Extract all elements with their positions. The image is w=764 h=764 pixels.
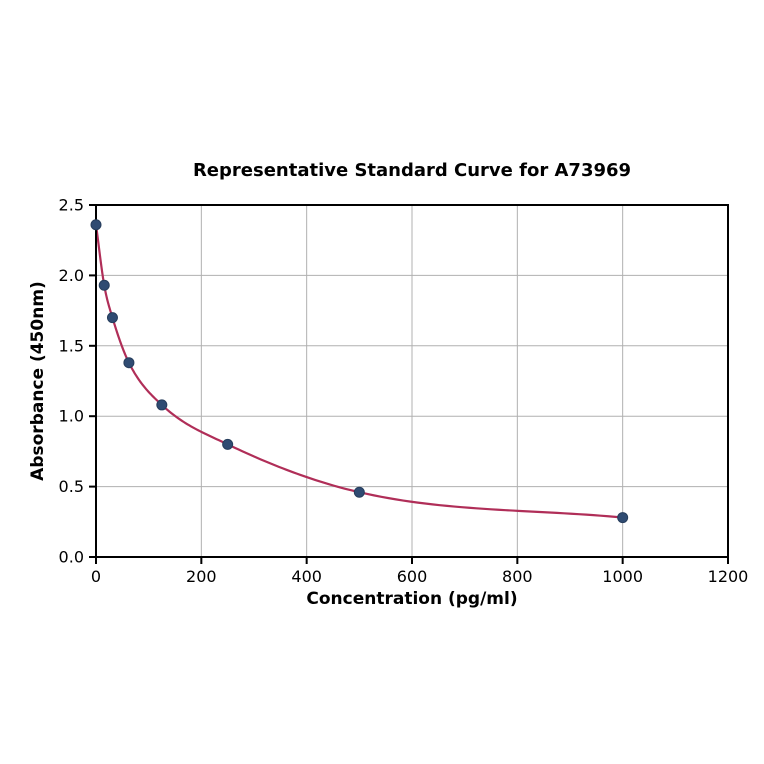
x-tick-label: 1000	[602, 567, 643, 586]
y-tick-label: 0.5	[59, 477, 84, 496]
y-tick-label: 2.0	[59, 266, 84, 285]
x-tick-label: 0	[91, 567, 101, 586]
data-point	[353, 486, 365, 498]
y-tick-label: 1.5	[59, 336, 84, 355]
data-point	[106, 312, 118, 324]
data-point	[617, 512, 629, 524]
data-point	[222, 438, 234, 450]
y-tick-label: 1.0	[59, 407, 84, 426]
x-tick-label: 200	[186, 567, 217, 586]
data-point	[156, 399, 168, 411]
y-axis-label: Absorbance (450nm)	[28, 281, 48, 481]
y-tick-label: 2.5	[59, 196, 84, 215]
x-tick-label: 400	[291, 567, 322, 586]
x-tick-label: 1200	[708, 567, 749, 586]
data-point	[98, 279, 110, 291]
data-point	[90, 219, 102, 231]
chart-title: Representative Standard Curve for A73969	[192, 160, 632, 181]
x-tick-label: 800	[502, 567, 533, 586]
fit-curve	[94, 223, 624, 519]
x-tick-label: 600	[397, 567, 428, 586]
y-tick-label: 0.0	[59, 548, 84, 567]
data-point	[123, 357, 135, 369]
x-axis-label: Concentration (pg/ml)	[306, 589, 518, 609]
